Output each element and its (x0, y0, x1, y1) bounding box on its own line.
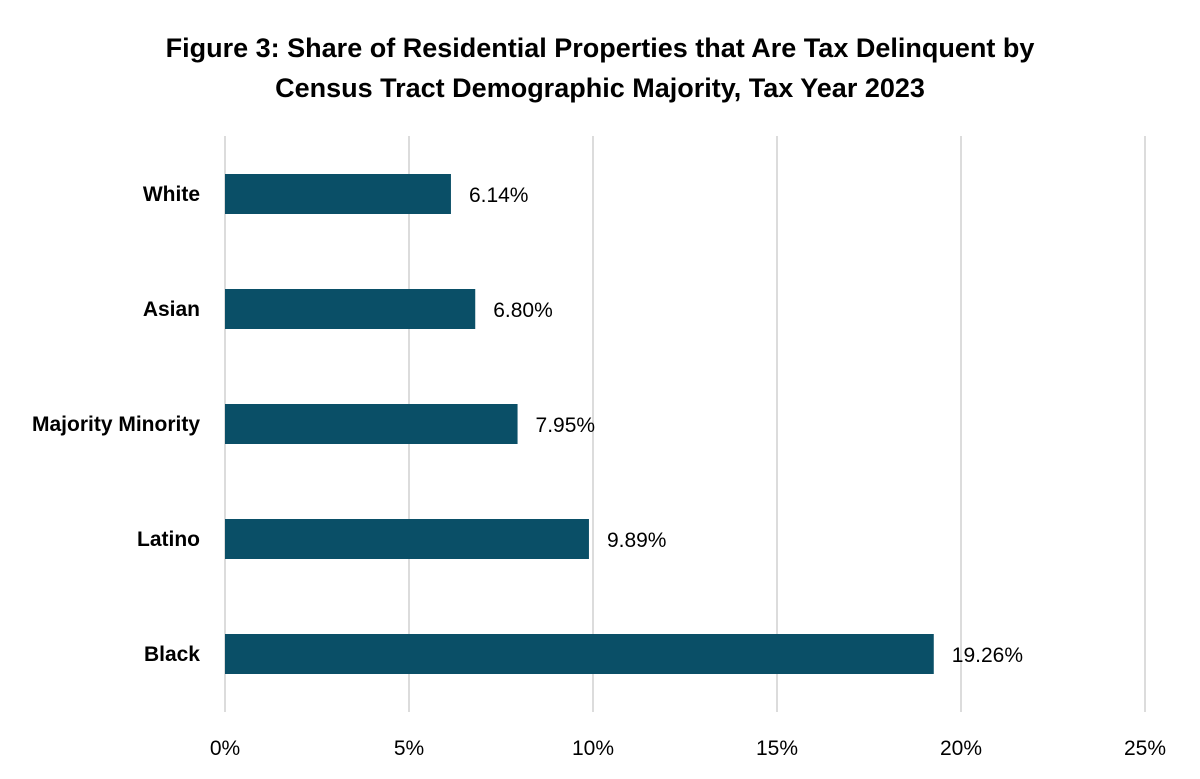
category-label: White (143, 183, 200, 206)
bars (225, 174, 934, 674)
data-label: 6.80% (493, 299, 553, 322)
labels: White 6.14% Asian 6.80% Majority Minority 7.9… (32, 183, 1023, 667)
bar-black (225, 634, 934, 674)
chart-title-line-1: Figure 3: Share of Residential Propertie… (165, 33, 1035, 63)
x-tick-label: 15% (756, 737, 798, 760)
category-label: Asian (143, 298, 200, 321)
bar-asian (225, 289, 476, 329)
x-axis-ticks: 0% 5% 10% 15% 20% 25% (210, 737, 1166, 760)
x-tick-label: 0% (210, 737, 240, 760)
x-tick-label: 25% (1124, 737, 1166, 760)
data-label: 19.26% (952, 644, 1023, 667)
bar-latino (225, 519, 589, 559)
bar-majority-minority (225, 404, 518, 444)
chart-title-line-2: Census Tract Demographic Majority, Tax Y… (275, 73, 925, 103)
chart-title: Figure 3: Share of Residential Propertie… (0, 28, 1200, 108)
category-label: Black (144, 643, 200, 666)
x-tick-label: 10% (572, 737, 614, 760)
x-tick-label: 5% (394, 737, 424, 760)
category-label: Latino (137, 528, 200, 551)
x-tick-label: 20% (940, 737, 982, 760)
data-label: 9.89% (607, 529, 667, 552)
data-label: 6.14% (469, 184, 529, 207)
category-label: Majority Minority (32, 413, 200, 436)
data-label: 7.95% (536, 414, 596, 437)
bar-white (225, 174, 451, 214)
